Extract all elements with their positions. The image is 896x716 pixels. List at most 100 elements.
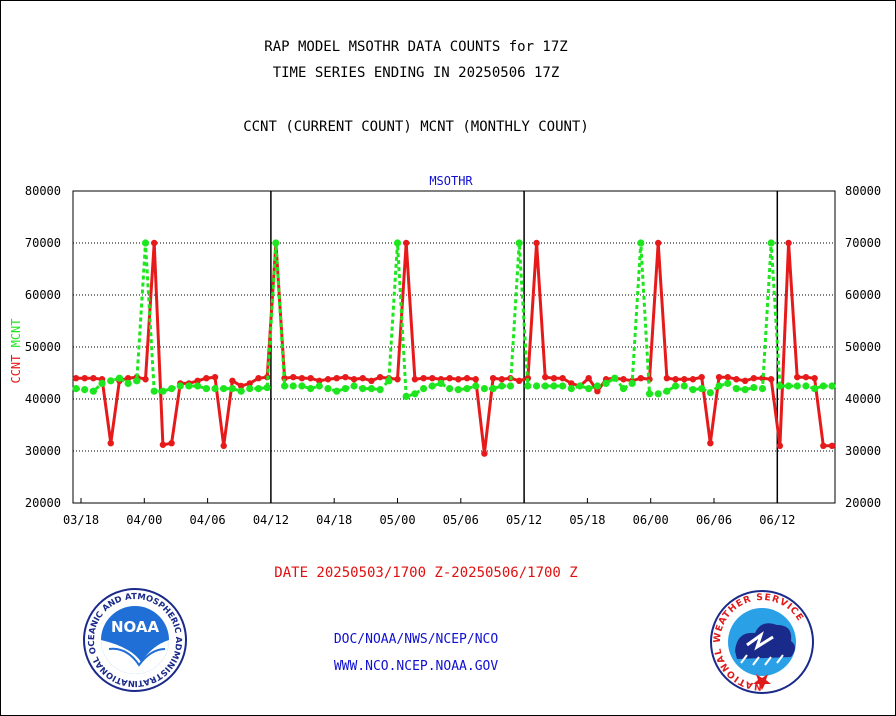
data-point-mcnt xyxy=(359,385,367,393)
data-point-ccnt xyxy=(376,373,384,381)
data-point-mcnt xyxy=(176,382,184,390)
data-point-mcnt xyxy=(819,382,827,390)
data-point-ccnt xyxy=(542,373,549,381)
data-point-mcnt xyxy=(776,382,784,390)
x-tick-label: 05/06 xyxy=(443,513,479,527)
data-point-mcnt xyxy=(463,385,471,393)
data-point-ccnt xyxy=(655,239,662,247)
data-point-ccnt xyxy=(220,442,227,449)
data-point-ccnt xyxy=(290,373,297,381)
date-range: DATE 20250503/1700 Z-20250506/1700 Z xyxy=(274,565,578,581)
data-point-ccnt xyxy=(81,375,88,382)
data-point-ccnt xyxy=(194,377,201,384)
data-point-mcnt xyxy=(515,239,523,247)
data-point-ccnt xyxy=(455,376,462,383)
x-tick-label: 04/12 xyxy=(253,513,289,527)
data-point-mcnt xyxy=(524,382,532,390)
data-point-mcnt xyxy=(828,382,836,390)
x-tick-label: 03/18 xyxy=(63,513,99,527)
y-tick-label-right: 80000 xyxy=(845,184,881,198)
data-point-mcnt xyxy=(663,387,671,395)
x-tick-label: 04/18 xyxy=(316,513,352,527)
data-point-mcnt xyxy=(220,385,228,393)
data-point-ccnt xyxy=(637,375,645,382)
data-point-mcnt xyxy=(811,385,819,393)
y-tick-label-right: 70000 xyxy=(845,236,881,250)
data-point-mcnt xyxy=(254,385,263,393)
data-point-ccnt xyxy=(159,441,167,448)
data-point-mcnt xyxy=(593,382,601,390)
data-point-mcnt xyxy=(532,382,541,390)
x-tick-label: 06/00 xyxy=(633,513,669,527)
data-point-mcnt xyxy=(89,387,97,395)
noaa-logo-text: NOAA xyxy=(111,618,160,636)
data-point-mcnt xyxy=(185,382,193,390)
org-path[interactable]: DOC/NOAA/NWS/NCEP/NCO xyxy=(333,632,499,647)
x-tick-label: 06/12 xyxy=(759,513,795,527)
data-point-mcnt xyxy=(506,382,515,390)
data-point-mcnt xyxy=(272,239,280,247)
data-point-mcnt xyxy=(758,385,767,393)
data-point-ccnt xyxy=(489,375,497,382)
data-point-ccnt xyxy=(368,377,375,384)
data-point-ccnt xyxy=(594,388,601,395)
data-point-ccnt xyxy=(72,375,80,382)
data-point-ccnt xyxy=(828,442,836,449)
data-point-mcnt xyxy=(637,239,645,247)
data-point-mcnt xyxy=(333,387,341,395)
data-point-mcnt xyxy=(802,382,810,390)
data-point-ccnt xyxy=(550,375,558,382)
data-point-mcnt xyxy=(750,383,758,392)
y-tick-label-right: 60000 xyxy=(845,288,881,302)
data-point-ccnt xyxy=(463,375,471,382)
data-point-ccnt xyxy=(698,373,705,381)
x-tick-label: 04/06 xyxy=(190,513,226,527)
data-point-mcnt xyxy=(237,387,245,395)
data-point-ccnt xyxy=(515,377,523,384)
data-point-mcnt xyxy=(402,392,410,400)
data-point-ccnt xyxy=(689,376,697,383)
data-point-ccnt xyxy=(359,375,366,382)
data-point-mcnt xyxy=(98,379,106,387)
data-point-ccnt xyxy=(776,442,784,449)
data-point-ccnt xyxy=(481,450,488,457)
data-point-mcnt xyxy=(133,377,141,385)
y-tick-label-right: 20000 xyxy=(845,496,881,510)
data-point-mcnt xyxy=(645,390,654,398)
chart-title-line2: TIME SERIES ENDING IN 20250506 17Z xyxy=(272,65,560,81)
data-point-ccnt xyxy=(715,373,723,381)
data-point-mcnt xyxy=(150,387,158,395)
data-point-ccnt xyxy=(750,375,757,382)
y-tick-label-left: 30000 xyxy=(25,444,61,458)
data-point-ccnt xyxy=(498,376,505,383)
data-point-ccnt xyxy=(151,239,158,247)
data-point-mcnt xyxy=(559,382,567,390)
data-point-ccnt xyxy=(794,373,801,381)
plot-title: MSOTHR xyxy=(429,174,473,188)
data-point-mcnt xyxy=(576,382,584,390)
data-point-ccnt xyxy=(568,380,575,387)
data-point-ccnt xyxy=(811,375,818,382)
data-point-ccnt xyxy=(203,375,210,382)
data-point-mcnt xyxy=(202,385,210,393)
data-point-mcnt xyxy=(472,382,480,390)
data-point-mcnt xyxy=(376,386,384,394)
data-point-mcnt xyxy=(715,382,723,390)
data-point-mcnt xyxy=(385,377,393,385)
data-point-ccnt xyxy=(767,376,775,383)
data-point-mcnt xyxy=(107,377,115,385)
website-link[interactable]: WWW.NCO.NCEP.NOAA.GOV xyxy=(333,659,499,674)
data-point-mcnt xyxy=(724,379,732,387)
data-point-ccnt xyxy=(733,376,740,383)
data-point-ccnt xyxy=(707,440,714,447)
data-point-mcnt xyxy=(498,382,506,390)
y-tick-label-left: 40000 xyxy=(25,392,61,406)
data-point-ccnt xyxy=(533,239,540,247)
data-point-ccnt xyxy=(411,376,419,383)
data-point-ccnt xyxy=(559,375,566,382)
data-point-ccnt xyxy=(142,376,149,383)
x-tick-label: 05/18 xyxy=(569,513,605,527)
nws-logo: NATIONAL WEATHER SERVICE xyxy=(710,590,814,694)
data-point-mcnt xyxy=(698,385,706,393)
data-point-mcnt xyxy=(72,385,80,393)
